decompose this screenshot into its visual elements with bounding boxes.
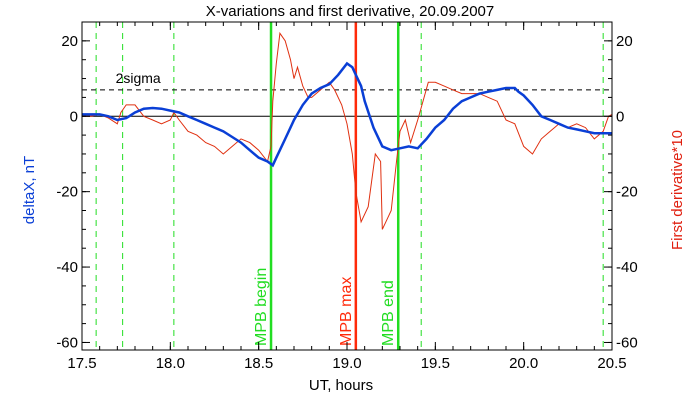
plot-area: 2sigma MPB begin MPB max MPB end	[82, 22, 613, 350]
mpb-marker-label: MPB max	[338, 277, 355, 346]
x-tick-label: 17.5	[67, 355, 96, 372]
sigma-label: 2sigma	[116, 70, 161, 86]
x-axis-label: UT, hours	[309, 377, 373, 394]
y-tick-label-right: -60	[616, 334, 638, 351]
x-tick-label: 20.0	[509, 355, 538, 372]
y-tick-label-left: -60	[56, 334, 78, 351]
y-tick-label-left: -40	[56, 259, 78, 276]
mpb-marker-label: MPB end	[380, 280, 397, 346]
y-tick-label-left: 20	[61, 33, 78, 50]
derivative-series-line	[82, 31, 613, 230]
x-tick-label: 19.0	[332, 355, 361, 372]
y-tick-label-right: 20	[616, 33, 633, 50]
y-tick-label-right: 0	[616, 108, 624, 125]
y-axis-label-left: deltaX, nT	[21, 156, 38, 224]
mpb-markers: MPB begin MPB max MPB end	[253, 22, 400, 350]
x-tick-label: 18.0	[156, 355, 185, 372]
y-axis-label-right: First derivative*10	[669, 130, 686, 250]
y-tick-label-right: -40	[616, 259, 638, 276]
y-tick-label-left: -20	[56, 184, 78, 201]
y-tick-label-left: 0	[70, 108, 78, 125]
x-tick-label: 20.5	[597, 355, 626, 372]
x-tick-label: 19.5	[421, 355, 450, 372]
chart-title: X-variations and first derivative, 20.09…	[206, 3, 495, 20]
y-tick-label-right: -20	[616, 184, 638, 201]
mpb-marker-label: MPB begin	[253, 268, 270, 346]
axes: 17.5 18.0 18.5 19.0 19.5 20.0 20.5 20 20 0 0 -20 -20…	[56, 22, 638, 372]
deltax-series-line	[82, 61, 612, 168]
x-tick-label: 18.5	[244, 355, 273, 372]
